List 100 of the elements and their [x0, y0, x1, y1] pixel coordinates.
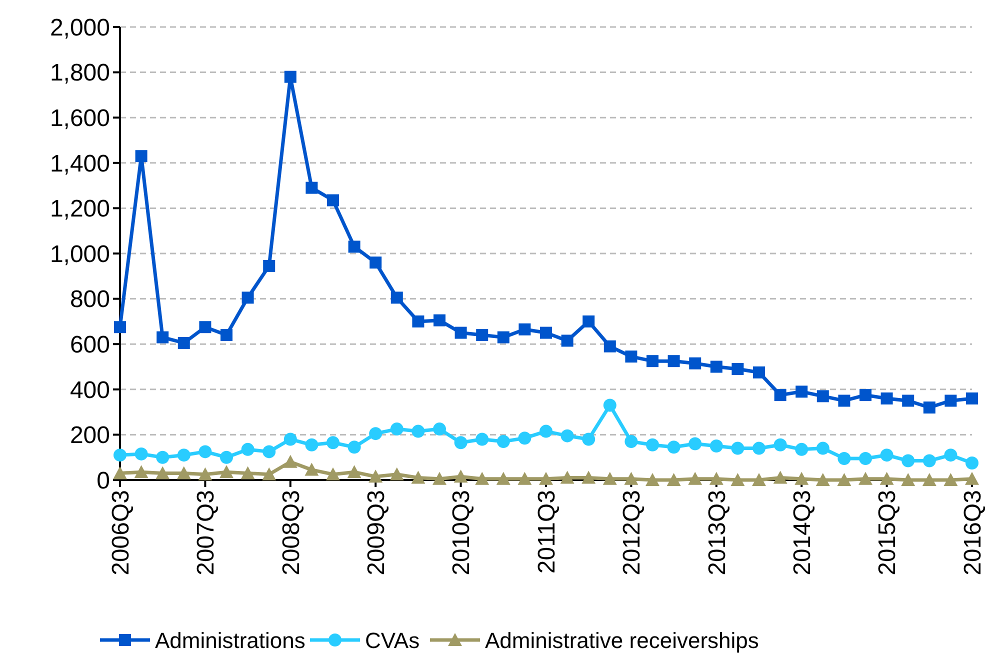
point [603, 398, 616, 412]
point [625, 350, 638, 363]
point [432, 472, 446, 485]
point [796, 386, 808, 398]
point [604, 340, 616, 352]
point [730, 473, 745, 486]
point [454, 436, 468, 450]
point [602, 472, 617, 485]
point [284, 70, 296, 83]
point [240, 466, 255, 480]
point [156, 331, 169, 344]
point [454, 326, 467, 339]
point [837, 473, 852, 486]
point [454, 470, 468, 483]
point [134, 447, 148, 460]
point [475, 472, 490, 485]
point [560, 470, 574, 484]
y-tick-label: 1,800 [50, 60, 110, 87]
point [476, 329, 488, 342]
point [284, 432, 297, 446]
x-tick-label: 2006Q3 [107, 490, 134, 576]
point [710, 440, 723, 453]
point [944, 394, 957, 407]
point [518, 472, 532, 485]
point [966, 392, 978, 404]
point [220, 329, 232, 342]
point [369, 427, 382, 440]
point [666, 473, 681, 486]
point [348, 240, 360, 253]
point [688, 437, 702, 450]
point [944, 448, 958, 462]
point [539, 472, 553, 485]
point [753, 366, 765, 378]
y-tick-label: 400 [70, 376, 110, 404]
y-tick-label: 0 [96, 467, 110, 494]
point [795, 442, 808, 456]
point [368, 470, 383, 483]
point [283, 454, 298, 468]
x-tick-label: 2009Q3 [363, 490, 390, 576]
point [262, 467, 276, 480]
point [560, 429, 574, 442]
point [859, 452, 872, 465]
point [496, 434, 510, 448]
point [794, 472, 809, 485]
point [816, 390, 829, 402]
point [922, 473, 936, 486]
point [114, 448, 126, 462]
point [390, 422, 404, 436]
point [922, 454, 936, 468]
point [624, 472, 638, 485]
point [476, 432, 489, 446]
point [902, 394, 914, 407]
point [540, 424, 552, 438]
point [198, 445, 212, 458]
x-tick-label: 2008Q3 [278, 490, 305, 576]
point [646, 438, 659, 452]
point [732, 363, 744, 376]
point [347, 465, 362, 478]
point [860, 389, 872, 402]
point [176, 466, 191, 480]
point [198, 467, 212, 480]
point [901, 473, 916, 486]
y-tick-label: 1,600 [50, 105, 110, 132]
point [390, 467, 404, 480]
x-tick-label: 2010Q3 [448, 490, 476, 576]
point [582, 432, 596, 446]
point [944, 473, 958, 486]
point [858, 472, 872, 485]
x-tick-label: 2007Q3 [192, 490, 220, 576]
x-tick-label: 2016Q3 [959, 490, 986, 576]
point [709, 472, 724, 485]
point [646, 473, 660, 486]
x-tick-label: 2015Q3 [874, 490, 902, 576]
point [326, 467, 340, 480]
point [497, 331, 510, 344]
point [838, 452, 851, 465]
point [390, 292, 403, 304]
point [880, 392, 893, 404]
y-tick-label: 600 [70, 332, 110, 358]
point [135, 150, 148, 162]
point [518, 323, 531, 336]
point [838, 394, 850, 407]
point [880, 448, 894, 462]
point [774, 438, 787, 452]
point [134, 465, 148, 478]
point [242, 292, 254, 304]
x-tick-label: 2013Q3 [704, 490, 731, 576]
point [731, 442, 744, 455]
point [306, 182, 318, 194]
point [114, 321, 126, 334]
legend-label: CVAs [365, 628, 420, 653]
point [263, 260, 276, 272]
point [304, 462, 319, 476]
point [923, 402, 936, 414]
point [582, 315, 595, 328]
point [326, 436, 340, 450]
point [156, 466, 170, 480]
x-tick-label: 2014Q3 [789, 490, 816, 576]
legend-label: Administrations [155, 628, 306, 653]
point [710, 360, 722, 373]
